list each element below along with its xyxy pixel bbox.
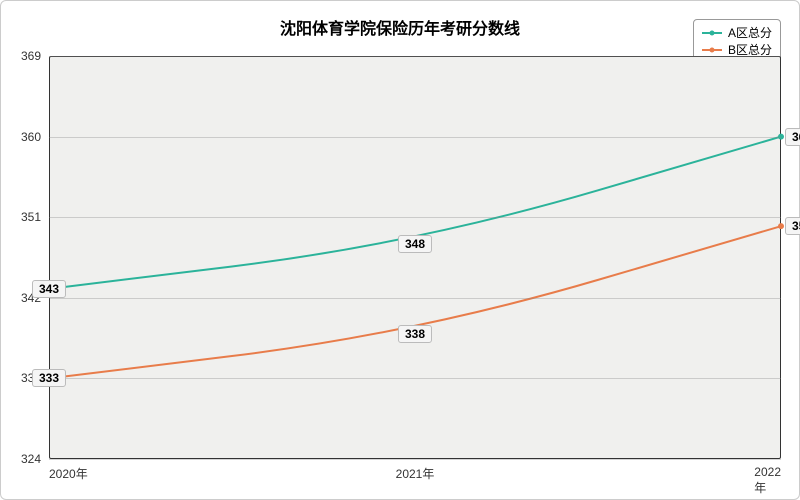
legend-swatch-a bbox=[702, 32, 722, 34]
y-tick-label: 360 bbox=[21, 130, 41, 144]
plot-area: 3243333423513603692020年2021年2022年3433483… bbox=[49, 56, 781, 459]
grid-line bbox=[49, 459, 781, 460]
data-label: 338 bbox=[398, 325, 432, 343]
series-line bbox=[49, 137, 781, 289]
line-layer bbox=[49, 56, 781, 459]
x-tick-label: 2020年 bbox=[49, 465, 88, 482]
grid-line bbox=[49, 217, 781, 218]
data-point bbox=[778, 223, 784, 229]
data-label: 360 bbox=[785, 128, 800, 146]
legend-item: A区总分 bbox=[702, 24, 772, 41]
chart-container: 沈阳体育学院保险历年考研分数线 A区总分 B区总分 32433334235136… bbox=[0, 0, 800, 500]
grid-line bbox=[49, 137, 781, 138]
grid-line bbox=[49, 298, 781, 299]
y-tick-label: 351 bbox=[21, 210, 41, 224]
data-label: 350 bbox=[785, 217, 800, 235]
x-tick-label: 2022年 bbox=[754, 465, 781, 496]
grid-line bbox=[49, 378, 781, 379]
data-label: 348 bbox=[398, 235, 432, 253]
data-label: 333 bbox=[32, 369, 66, 387]
chart-title: 沈阳体育学院保险历年考研分数线 bbox=[1, 15, 799, 39]
y-tick-label: 369 bbox=[21, 49, 41, 63]
legend-swatch-b bbox=[702, 49, 722, 51]
x-tick-label: 2021年 bbox=[396, 465, 435, 482]
grid-line bbox=[49, 56, 781, 57]
data-label: 343 bbox=[32, 280, 66, 298]
y-tick-label: 324 bbox=[21, 452, 41, 466]
legend-label: A区总分 bbox=[728, 24, 772, 41]
